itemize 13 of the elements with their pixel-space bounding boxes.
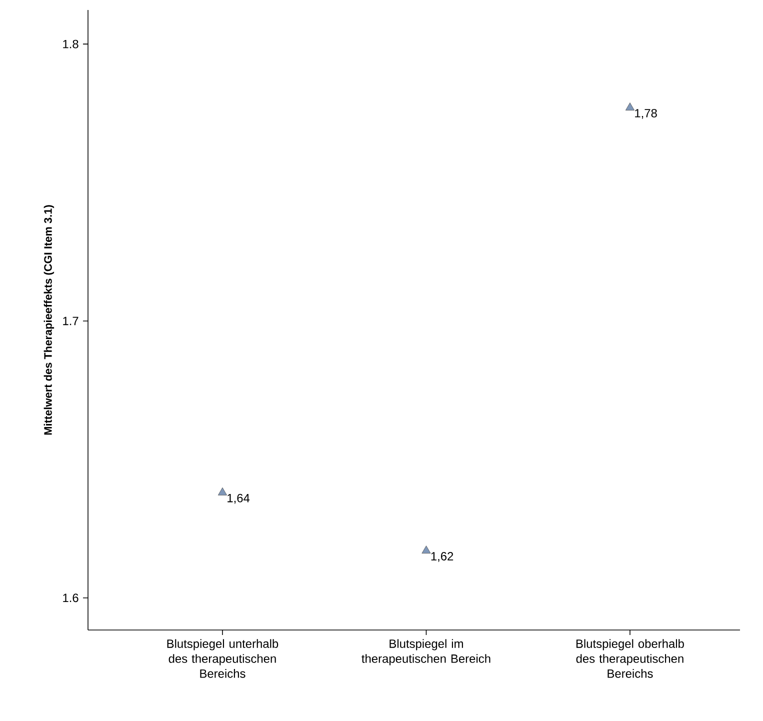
y-tick-label: 1.6 (63, 594, 78, 602)
point (625, 102, 634, 110)
data-label: 1,78 (635, 108, 657, 119)
x-tick-label: Blutspiegel oberhalb des therapeutischen Bereichs (576, 639, 684, 678)
x-tick-label: Blutspiegel unterhalb des therapeutischen Bereichs (167, 639, 278, 678)
point (422, 546, 431, 554)
y-axis-title: Mittelwert des Therapieeffekts (CGI Item 3.1) (44, 205, 54, 435)
data-label: 1,62 (431, 552, 454, 562)
data-label: 1,64 (228, 494, 250, 504)
x-tick-label: Blutspiegel im therapeutischen Bereich (362, 639, 490, 666)
y-tick-label: 1.8 (63, 40, 78, 48)
point (218, 487, 227, 496)
y-tick-label: 1.7 (63, 316, 78, 326)
